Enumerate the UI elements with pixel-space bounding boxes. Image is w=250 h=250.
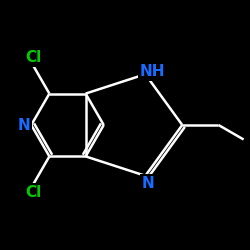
Text: N: N [18, 118, 30, 132]
Text: N: N [142, 176, 154, 191]
Text: NH: NH [140, 64, 166, 79]
Text: Cl: Cl [25, 185, 41, 200]
Text: Cl: Cl [25, 50, 41, 65]
